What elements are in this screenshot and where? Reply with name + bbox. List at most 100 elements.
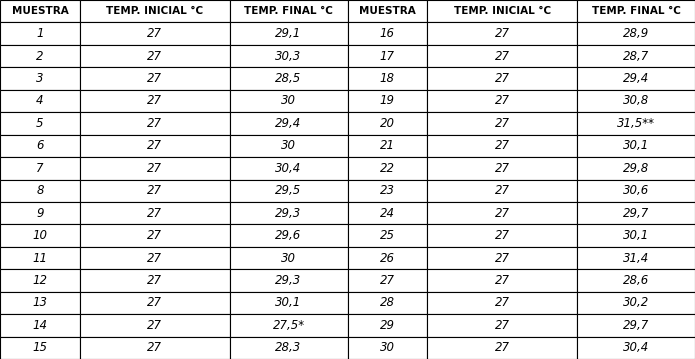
Text: 27: 27 [147,27,162,40]
Text: 28,7: 28,7 [623,50,649,62]
Bar [0,112,80,135]
Bar [348,269,427,292]
Text: 2: 2 [36,50,44,62]
Bar [427,337,577,359]
Bar [229,45,348,67]
Text: 8: 8 [36,184,44,197]
Text: 30,4: 30,4 [275,162,302,175]
Bar [577,337,695,359]
Bar [348,112,427,135]
Bar [427,90,577,112]
Text: 30: 30 [281,252,296,265]
Bar [577,45,695,67]
Bar [80,247,229,269]
Bar [348,90,427,112]
Text: 12: 12 [33,274,47,287]
Bar [348,180,427,202]
Bar [229,90,348,112]
Text: 29,5: 29,5 [275,184,302,197]
Text: 17: 17 [380,50,395,62]
Text: 7: 7 [36,162,44,175]
Text: 29,3: 29,3 [275,207,302,220]
Text: 29: 29 [380,319,395,332]
Text: 27: 27 [495,297,509,309]
Bar [427,269,577,292]
Bar [80,90,229,112]
Bar [80,337,229,359]
Bar [427,45,577,67]
Text: 27: 27 [495,27,509,40]
Text: 27: 27 [147,50,162,62]
Text: 27: 27 [147,139,162,152]
Bar [427,247,577,269]
Text: 23: 23 [380,184,395,197]
Text: 27: 27 [495,117,509,130]
Bar [577,202,695,224]
Bar [0,180,80,202]
Bar [0,314,80,337]
Bar [577,157,695,180]
Text: 27: 27 [495,72,509,85]
Text: 27: 27 [495,319,509,332]
Text: 30: 30 [281,139,296,152]
Text: 28,6: 28,6 [623,274,649,287]
Text: 30,1: 30,1 [623,139,649,152]
Bar [0,45,80,67]
Bar [229,0,348,22]
Bar [80,202,229,224]
Text: 27: 27 [495,50,509,62]
Text: 28,5: 28,5 [275,72,302,85]
Text: 27: 27 [495,139,509,152]
Text: 29,6: 29,6 [275,229,302,242]
Text: 30: 30 [281,94,296,107]
Bar [80,45,229,67]
Bar [0,67,80,90]
Bar [577,90,695,112]
Bar [348,314,427,337]
Bar [80,269,229,292]
Bar [427,0,577,22]
Bar [229,269,348,292]
Text: 11: 11 [33,252,47,265]
Bar [229,247,348,269]
Bar [427,22,577,45]
Text: 27,5*: 27,5* [272,319,304,332]
Bar [577,112,695,135]
Text: 16: 16 [380,27,395,40]
Text: 25: 25 [380,229,395,242]
Bar [229,224,348,247]
Bar [577,247,695,269]
Text: TEMP. INICIAL °C: TEMP. INICIAL °C [106,6,203,16]
Text: 27: 27 [495,274,509,287]
Bar [577,269,695,292]
Text: 29,1: 29,1 [275,27,302,40]
Text: 27: 27 [495,94,509,107]
Text: 28,3: 28,3 [275,341,302,354]
Bar [427,157,577,180]
Text: 27: 27 [147,229,162,242]
Bar [229,337,348,359]
Bar [80,292,229,314]
Bar [0,337,80,359]
Text: 5: 5 [36,117,44,130]
Bar [80,224,229,247]
Text: 18: 18 [380,72,395,85]
Text: 27: 27 [147,184,162,197]
Bar [348,247,427,269]
Bar [427,314,577,337]
Bar [577,292,695,314]
Text: 27: 27 [380,274,395,287]
Bar [80,112,229,135]
Bar [80,67,229,90]
Bar [348,292,427,314]
Bar [348,45,427,67]
Text: 30,1: 30,1 [275,297,302,309]
Bar [229,157,348,180]
Bar [427,292,577,314]
Text: 27: 27 [147,72,162,85]
Text: 27: 27 [147,252,162,265]
Text: 27: 27 [147,319,162,332]
Text: 27: 27 [495,207,509,220]
Bar [348,337,427,359]
Bar [427,67,577,90]
